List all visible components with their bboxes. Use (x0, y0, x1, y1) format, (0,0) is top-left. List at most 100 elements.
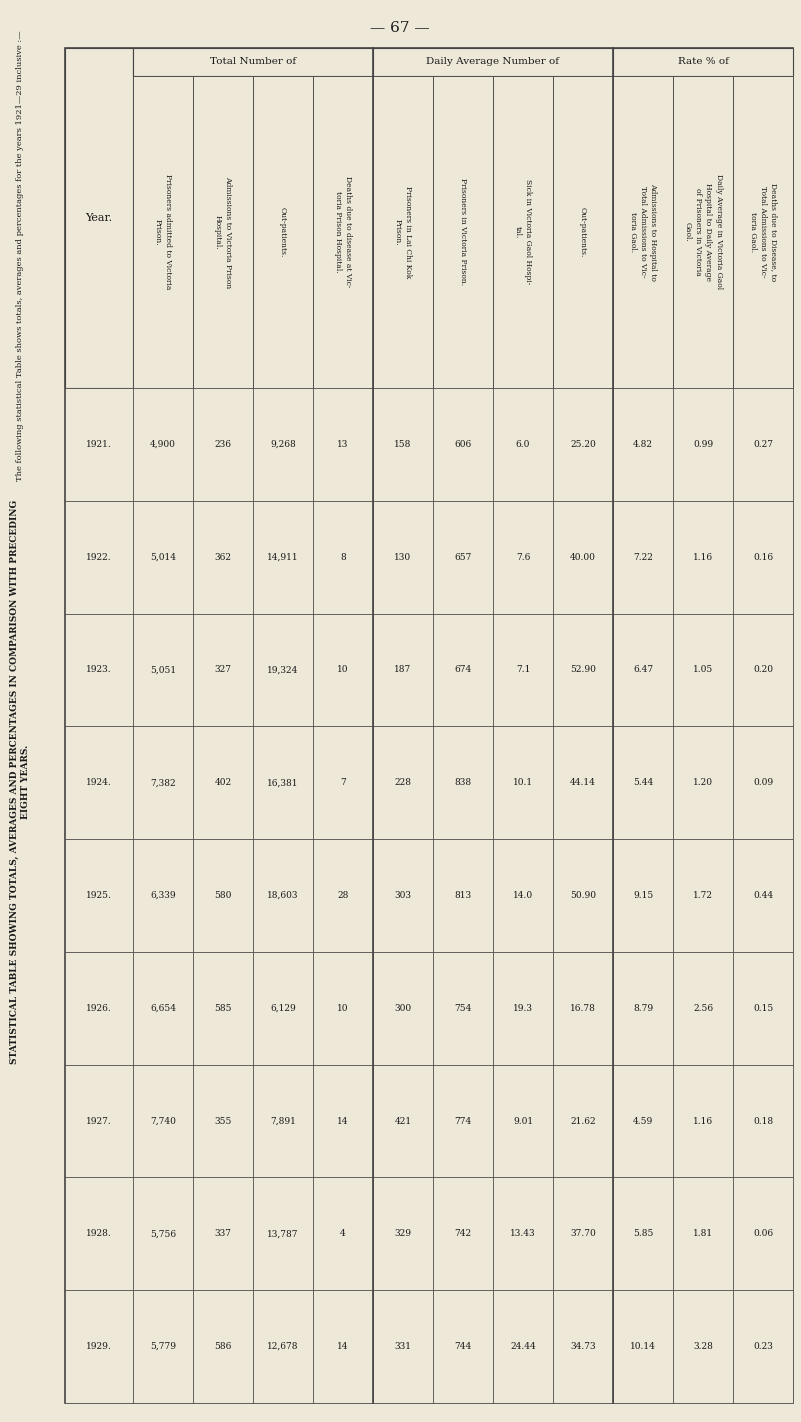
Text: 6,339: 6,339 (151, 892, 175, 900)
Text: 1928.: 1928. (87, 1230, 112, 1239)
Bar (313, 1065, 373, 1177)
Text: 44.14: 44.14 (570, 778, 596, 788)
Bar (673, 1065, 733, 1177)
Text: 19.3: 19.3 (513, 1004, 533, 1012)
Bar (133, 727, 193, 839)
Text: 8: 8 (340, 553, 346, 562)
Bar (313, 388, 373, 501)
Bar (373, 1177, 433, 1290)
Text: 0.18: 0.18 (753, 1116, 773, 1126)
Bar (733, 727, 793, 839)
Text: 14.0: 14.0 (513, 892, 533, 900)
Bar (493, 727, 553, 839)
Bar (373, 48, 613, 75)
Bar (373, 613, 433, 727)
Bar (65, 1290, 133, 1404)
Bar (133, 839, 193, 951)
Text: 585: 585 (214, 1004, 231, 1012)
Text: 18,603: 18,603 (268, 892, 299, 900)
Bar (133, 613, 193, 727)
Text: Out-patients.: Out-patients. (579, 206, 587, 257)
Bar (613, 48, 793, 75)
Bar (553, 1065, 613, 1177)
Bar (733, 951, 793, 1065)
Text: 50.90: 50.90 (570, 892, 596, 900)
Bar (733, 501, 793, 613)
Text: 228: 228 (395, 778, 412, 788)
Bar (673, 613, 733, 727)
Bar (373, 501, 433, 613)
Bar (133, 388, 193, 501)
Text: 7,382: 7,382 (151, 778, 175, 788)
Text: 14: 14 (337, 1116, 348, 1126)
Text: 329: 329 (395, 1230, 412, 1239)
Bar (373, 727, 433, 839)
Text: Year.: Year. (86, 213, 113, 223)
Text: 10: 10 (337, 1004, 348, 1012)
Text: Daily Average in Victoria Gaol
Hospital to Daily Average
of Prisoners in Victori: Daily Average in Victoria Gaol Hospital … (683, 175, 723, 290)
Bar (313, 75, 373, 388)
Text: 402: 402 (215, 778, 231, 788)
Text: Rate % of: Rate % of (678, 57, 728, 67)
Bar (493, 1065, 553, 1177)
Text: 3.28: 3.28 (693, 1342, 713, 1351)
Text: 4: 4 (340, 1230, 346, 1239)
Text: 1923.: 1923. (87, 665, 112, 674)
Bar (313, 839, 373, 951)
Text: 16,381: 16,381 (268, 778, 299, 788)
Text: 6,129: 6,129 (270, 1004, 296, 1012)
Bar (253, 1177, 313, 1290)
Bar (553, 613, 613, 727)
Text: 7.6: 7.6 (516, 553, 530, 562)
Text: Total Number of: Total Number of (210, 57, 296, 67)
Text: The following statistical Table shows totals, averages and percentages for the y: The following statistical Table shows to… (16, 31, 24, 481)
Bar (373, 388, 433, 501)
Bar (65, 951, 133, 1065)
Text: 10.14: 10.14 (630, 1342, 656, 1351)
Text: 6.47: 6.47 (633, 665, 653, 674)
Bar (493, 75, 553, 388)
Bar (253, 75, 313, 388)
Bar (373, 1290, 433, 1404)
Bar (65, 501, 133, 613)
Bar (193, 1065, 253, 1177)
Text: 1922.: 1922. (87, 553, 112, 562)
Text: 12,678: 12,678 (268, 1342, 299, 1351)
Text: 13.43: 13.43 (510, 1230, 536, 1239)
Text: 21.62: 21.62 (570, 1116, 596, 1126)
Bar (493, 613, 553, 727)
Text: STATISTICAL TABLE SHOWING TOTALS, AVERAGES AND PERCENTAGES IN COMPARISON WITH PR: STATISTICAL TABLE SHOWING TOTALS, AVERAG… (10, 501, 30, 1064)
Bar (613, 501, 673, 613)
Text: 1.16: 1.16 (693, 1116, 713, 1126)
Bar (253, 727, 313, 839)
Bar (65, 48, 133, 388)
Bar (553, 727, 613, 839)
Bar (133, 1290, 193, 1404)
Bar (65, 1177, 133, 1290)
Bar (65, 727, 133, 839)
Bar (65, 839, 133, 951)
Bar (673, 727, 733, 839)
Text: — 67 —: — 67 — (370, 21, 430, 36)
Text: 9.15: 9.15 (633, 892, 653, 900)
Bar (433, 501, 493, 613)
Text: 586: 586 (215, 1342, 231, 1351)
Text: 5,051: 5,051 (150, 665, 176, 674)
Bar (313, 727, 373, 839)
Bar (433, 1290, 493, 1404)
Text: 1929.: 1929. (87, 1342, 112, 1351)
Text: 16.78: 16.78 (570, 1004, 596, 1012)
Text: 9.01: 9.01 (513, 1116, 533, 1126)
Text: 362: 362 (215, 553, 231, 562)
Bar (613, 388, 673, 501)
Text: 0.23: 0.23 (753, 1342, 773, 1351)
Bar (193, 839, 253, 951)
Bar (313, 951, 373, 1065)
Text: 355: 355 (215, 1116, 231, 1126)
Text: 2.56: 2.56 (693, 1004, 713, 1012)
Bar (133, 951, 193, 1065)
Bar (733, 1290, 793, 1404)
Text: 303: 303 (395, 892, 412, 900)
Bar (253, 1290, 313, 1404)
Text: 158: 158 (394, 439, 412, 449)
